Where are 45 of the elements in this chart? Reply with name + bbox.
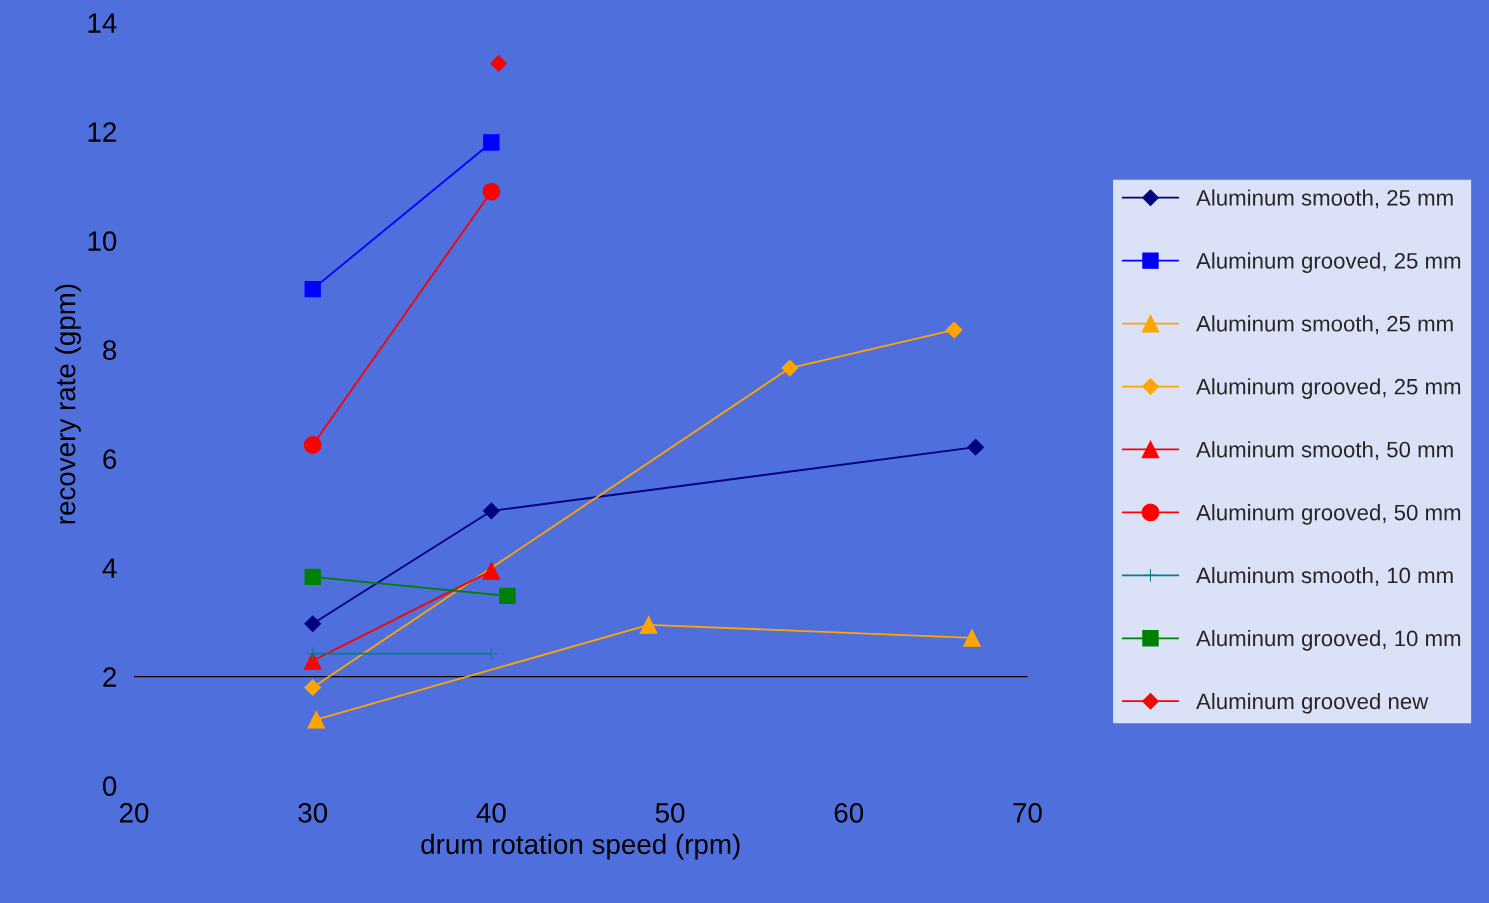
point bbox=[639, 615, 658, 634]
point bbox=[304, 280, 321, 298]
x-tick-label: 20 bbox=[119, 803, 149, 823]
point bbox=[482, 182, 501, 201]
y-tick-label: 10 bbox=[88, 231, 117, 251]
point bbox=[483, 134, 500, 151]
legend-label: Aluminum smooth, 25 mm bbox=[1196, 315, 1453, 335]
point bbox=[303, 651, 322, 670]
y-tick-label: 12 bbox=[88, 122, 116, 142]
legend-label: Aluminum grooved, 50 mm bbox=[1196, 504, 1461, 525]
x-tick-label: 40 bbox=[476, 803, 506, 823]
legend-label: Aluminum grooved, 25 mm bbox=[1196, 378, 1461, 399]
point bbox=[482, 562, 501, 580]
legend-label: Aluminum grooved, 25 mm bbox=[1196, 252, 1461, 274]
point bbox=[303, 436, 322, 454]
y-tick-label: 2 bbox=[103, 667, 116, 687]
y-tick-label: 8 bbox=[103, 340, 117, 360]
x-axis-title: drum rotation speed (rpm) bbox=[421, 833, 740, 860]
y-tick-label: 6 bbox=[103, 449, 117, 469]
point bbox=[305, 646, 320, 661]
legend-label: Aluminum smooth, 10 mm bbox=[1196, 567, 1453, 586]
y-axis-title: recovery rate (gpm) bbox=[55, 284, 81, 524]
y-tick-label: 0 bbox=[102, 776, 117, 796]
point bbox=[490, 55, 507, 72]
legend-label: Aluminum smooth, 50 mm bbox=[1196, 441, 1453, 461]
point bbox=[963, 629, 981, 647]
point bbox=[967, 438, 984, 456]
x-tick-label: 50 bbox=[655, 803, 685, 823]
x-tick-label: 70 bbox=[1013, 803, 1042, 823]
legend-label: Aluminum smooth, 25 mm bbox=[1196, 189, 1453, 209]
point bbox=[484, 646, 499, 661]
point bbox=[307, 710, 326, 729]
point bbox=[945, 321, 963, 339]
x-tick-label: 30 bbox=[298, 803, 328, 823]
point bbox=[781, 359, 799, 377]
x-tick-label: 60 bbox=[834, 803, 864, 823]
point bbox=[482, 502, 500, 520]
y-tick-label: 14 bbox=[88, 13, 117, 33]
point bbox=[304, 615, 322, 633]
legend-label: Aluminum grooved, 10 mm bbox=[1196, 629, 1461, 651]
point bbox=[304, 679, 322, 696]
point bbox=[499, 587, 516, 605]
legend-label: Aluminum grooved new bbox=[1196, 692, 1429, 714]
y-tick-label: 4 bbox=[102, 558, 117, 578]
point bbox=[304, 568, 321, 586]
